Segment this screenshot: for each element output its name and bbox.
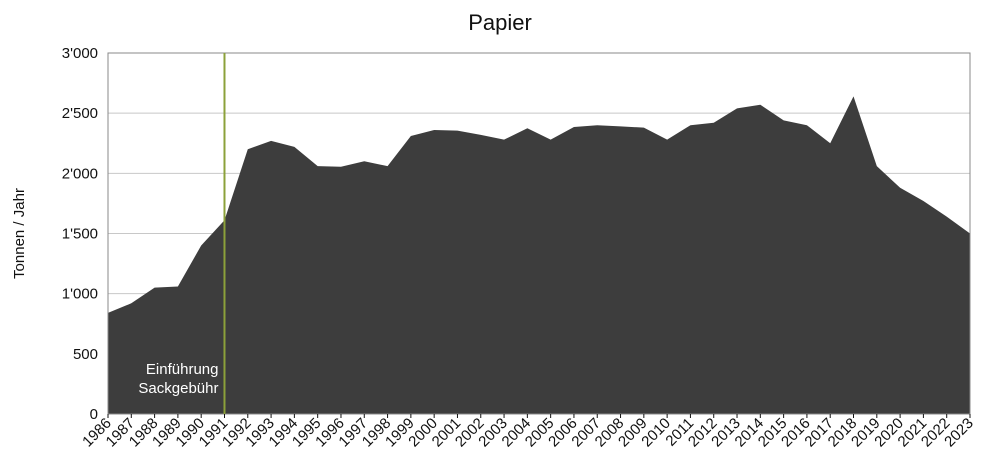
x-tick-labels: 1986198719881989199019911992199319941995… <box>79 414 977 450</box>
y-tick-label: 3'000 <box>62 45 98 62</box>
series-area <box>108 96 970 414</box>
y-tick-label: 500 <box>73 346 98 363</box>
y-tick-labels: 0 500 1'000 1'500 2'000 2'500 3'000 <box>62 45 98 423</box>
y-tick-label: 0 <box>90 406 98 423</box>
annotation-text-line-2: Sackgebühr <box>138 380 218 397</box>
chart-title: Papier <box>468 10 532 35</box>
plot-frame <box>107 52 971 415</box>
y-tick-label: 1'500 <box>62 226 98 243</box>
y-tick-label: 2'500 <box>62 105 98 122</box>
y-tick-label: 2'000 <box>62 165 98 182</box>
y-axis-label: Tonnen / Jahr <box>11 188 28 279</box>
annotation-text-line-1: Einführung <box>146 361 219 378</box>
y-tick-label: 1'000 <box>62 286 98 303</box>
